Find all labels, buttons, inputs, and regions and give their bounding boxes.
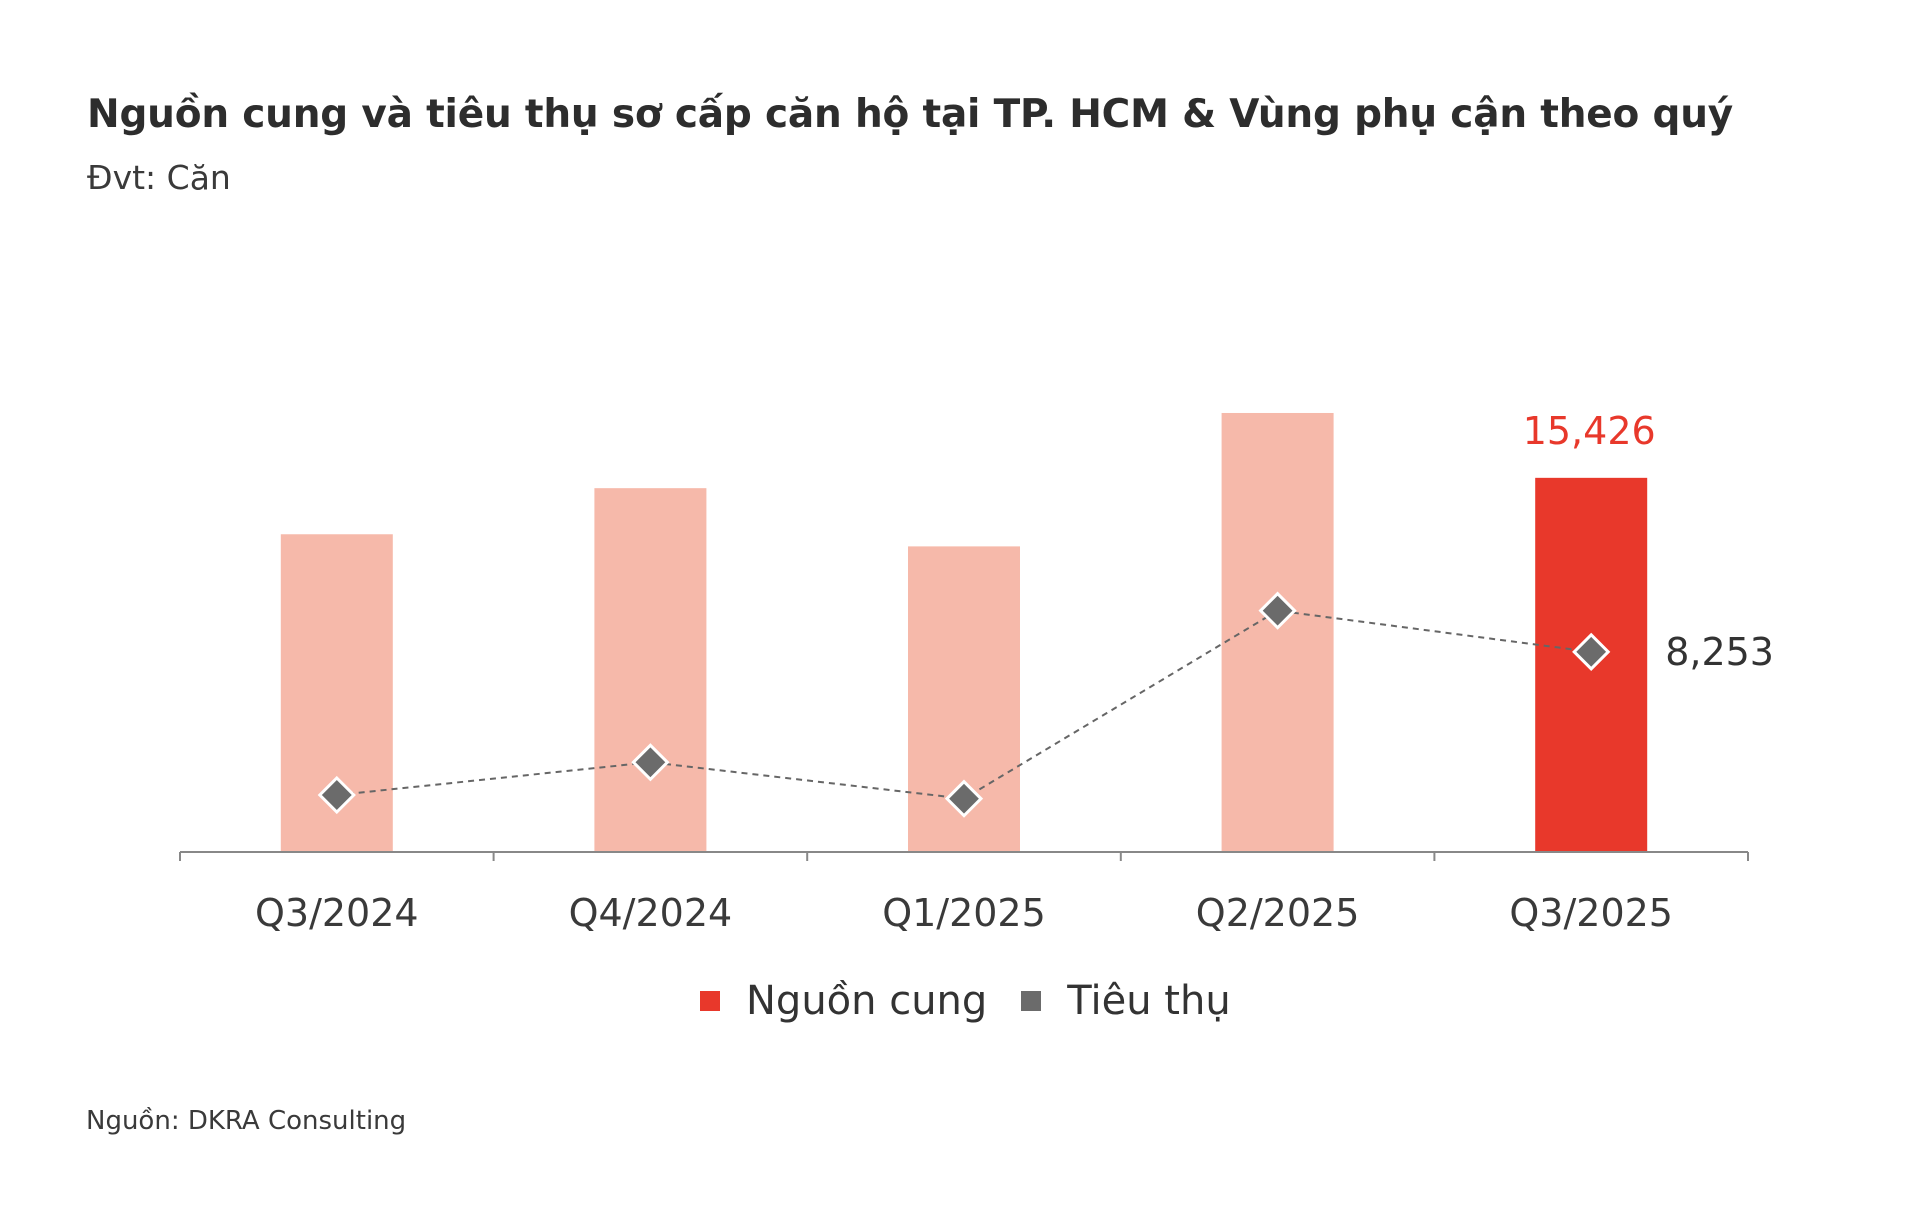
chart-legend: Nguồn cung Tiêu thụ — [700, 978, 1265, 1024]
supply-value-label: 15,426 — [1523, 409, 1656, 453]
legend-item-supply: Nguồn cung — [700, 978, 987, 1024]
legend-swatch-supply — [700, 991, 720, 1011]
consumption-point — [317, 775, 356, 815]
consumption-value-label: 8,253 — [1665, 630, 1774, 674]
consumption-point — [631, 743, 670, 782]
supply-bar — [1221, 412, 1334, 852]
x-tick-label: Q4/2024 — [569, 891, 733, 935]
consumption-point — [1572, 632, 1611, 671]
source-note: Nguồn: DKRA Consulting — [86, 1106, 407, 1136]
supply-bar — [594, 488, 707, 852]
x-tick-label: Q1/2025 — [882, 891, 1046, 935]
legend-label-consumption: Tiêu thụ — [1067, 978, 1231, 1024]
unit-label: Đvt: Căn — [87, 158, 231, 197]
legend-swatch-consumption — [1021, 991, 1042, 1011]
consumption-point — [944, 779, 984, 818]
legend-item-consumption: Tiêu thụ — [1021, 978, 1231, 1024]
x-tick-label: Q2/2025 — [1196, 891, 1360, 935]
consumption-point — [1258, 591, 1297, 630]
legend-label-supply: Nguồn cung — [746, 978, 988, 1024]
chart-title: Nguồn cung và tiêu thụ sơ cấp căn hộ tại… — [87, 92, 1734, 137]
x-tick-label: Q3/2024 — [255, 891, 419, 935]
x-tick-label: Q3/2025 — [1509, 891, 1673, 935]
